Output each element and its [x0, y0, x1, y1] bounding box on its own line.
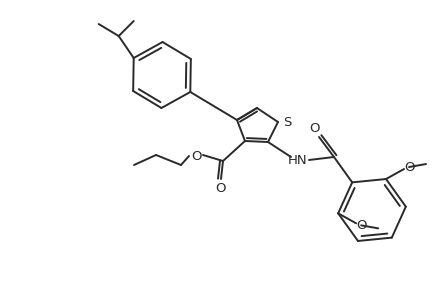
Text: HN: HN [288, 154, 308, 167]
Text: O: O [404, 160, 414, 174]
Text: O: O [191, 150, 201, 163]
Text: O: O [216, 182, 226, 194]
Text: O: O [356, 219, 366, 232]
Text: S: S [283, 116, 291, 129]
Text: O: O [309, 123, 319, 135]
